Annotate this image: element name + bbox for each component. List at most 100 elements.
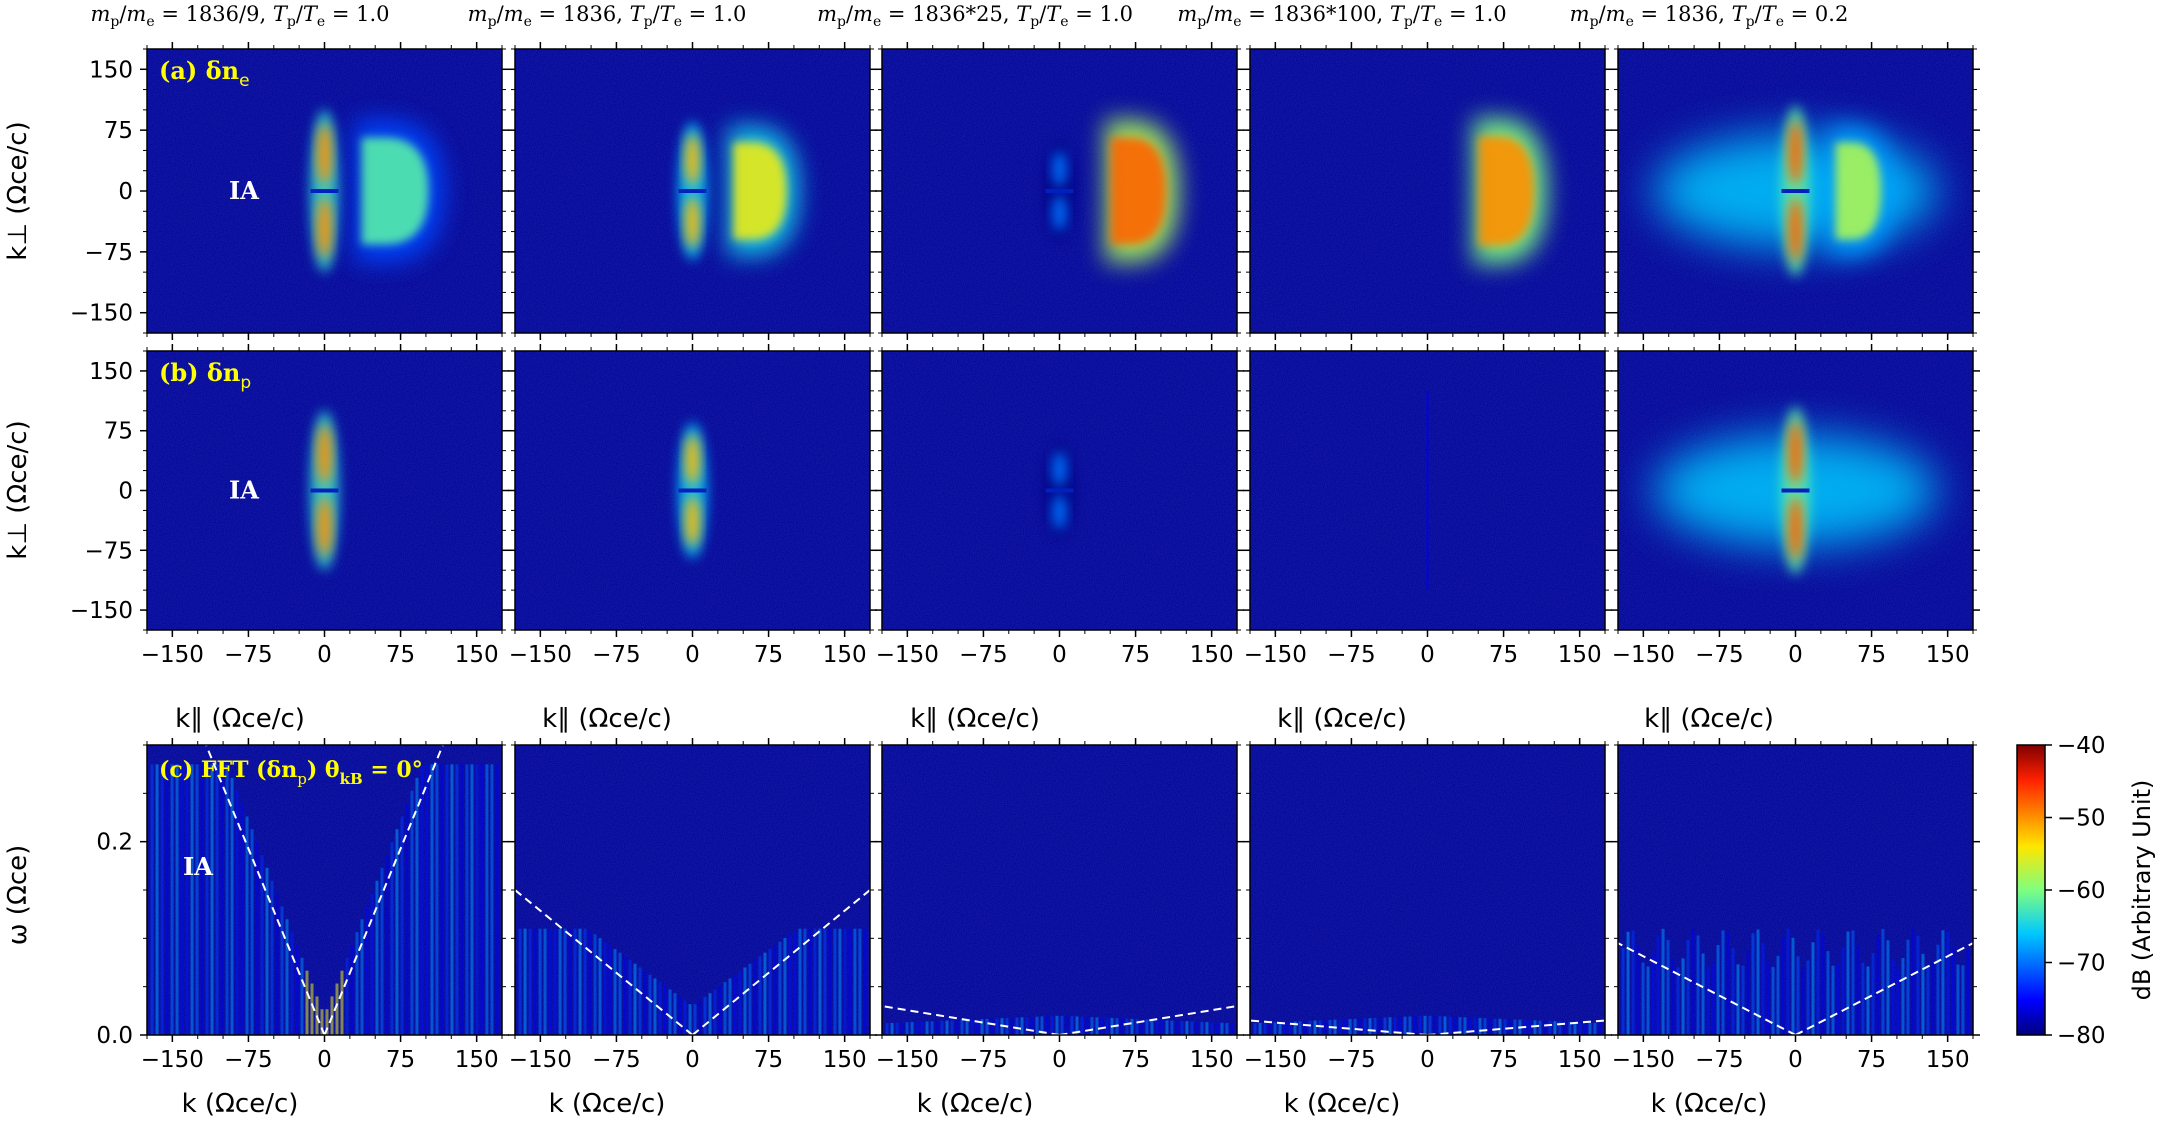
- streak: [1278, 1022, 1282, 1035]
- x-tick-label: −75: [592, 1047, 641, 1073]
- streak: [588, 930, 592, 1035]
- streak: [1210, 1022, 1214, 1035]
- column-header-2: mp/me = 1836, Tp/Te = 1.0: [467, 2, 747, 31]
- streak: [693, 1004, 697, 1035]
- streak: [1443, 1016, 1447, 1035]
- streak: [1846, 931, 1850, 1035]
- spectral-streaks: [150, 764, 499, 1035]
- streak: [1383, 1017, 1387, 1035]
- streak: [1085, 1016, 1089, 1035]
- streak: [1298, 1021, 1302, 1035]
- column-header-5: mp/me = 1836, Tp/Te = 0.2: [1569, 2, 1849, 31]
- streak: [1215, 1022, 1219, 1035]
- x-tick-label: 150: [1558, 642, 1602, 668]
- streak: [1225, 1022, 1229, 1035]
- streak: [603, 941, 607, 1035]
- streak: [1273, 1022, 1277, 1035]
- streak: [1105, 1017, 1109, 1035]
- streak: [1308, 1020, 1312, 1035]
- streak: [1721, 930, 1725, 1035]
- band-core-lower: [1788, 196, 1803, 262]
- y-tick-label: 0.2: [96, 830, 133, 856]
- y-tick-label: 0.0: [96, 1023, 133, 1049]
- streak: [623, 956, 627, 1035]
- streak: [1040, 1016, 1044, 1035]
- streak: [1503, 1019, 1507, 1035]
- panel-c5: −150 −75 0 75 150: [1611, 738, 1980, 1073]
- streak: [1861, 962, 1865, 1035]
- x-tick-label: 75: [754, 1047, 783, 1073]
- row-label-c: (c) FFT (δnp) θkB = 0°: [159, 757, 423, 788]
- band-core-lower: [1788, 496, 1803, 560]
- ticks: [875, 344, 1244, 637]
- streak: [523, 928, 527, 1035]
- x-tick-label: 0: [1788, 1047, 1803, 1073]
- streak: [1831, 965, 1835, 1035]
- x-tick-label: −75: [592, 642, 641, 668]
- band-null: [678, 488, 707, 493]
- x-tick-label: 75: [386, 1047, 415, 1073]
- band-core-upper: [317, 123, 332, 186]
- streak: [1588, 1022, 1592, 1035]
- x-tick-label: 75: [1121, 642, 1150, 668]
- streak: [558, 928, 562, 1035]
- streak: [1483, 1018, 1487, 1035]
- streak: [405, 803, 409, 1035]
- streak: [195, 764, 199, 1035]
- streak: [1393, 1017, 1397, 1035]
- panel-a1: 150 75 0 −75 −150 (a) δne IA: [70, 42, 509, 340]
- streak: [490, 764, 494, 1035]
- streak: [905, 1022, 909, 1035]
- x-tick-label: −150: [1612, 642, 1675, 668]
- streak: [1876, 935, 1880, 1035]
- streak: [688, 1004, 692, 1035]
- colorbar-tick-label: −60: [2057, 878, 2106, 904]
- x-tick-label: 0: [1052, 1047, 1067, 1073]
- streak: [518, 928, 522, 1035]
- streak: [1686, 939, 1690, 1035]
- panel-a3: [875, 42, 1244, 340]
- x-tick-label: 0: [1788, 642, 1803, 668]
- spectral-streaks: [518, 928, 867, 1035]
- streak: [1288, 1021, 1292, 1035]
- x-tick-label: −150: [141, 642, 204, 668]
- noise-texture: [1250, 745, 1605, 1035]
- streak: [783, 938, 787, 1035]
- band-core-upper: [685, 133, 700, 187]
- streak: [1791, 937, 1795, 1035]
- colorbar-scale: [2016, 744, 2046, 1036]
- streak: [1821, 933, 1825, 1035]
- streak: [1348, 1019, 1352, 1035]
- streak: [788, 934, 792, 1035]
- streak: [808, 928, 812, 1035]
- y-tick-label: 150: [89, 359, 133, 385]
- column-header-3: mp/me = 1836*25, Tp/Te = 1.0: [817, 2, 1133, 31]
- streak: [708, 993, 712, 1035]
- streak: [200, 764, 204, 1035]
- streak: [915, 1021, 919, 1035]
- streak: [1165, 1020, 1169, 1035]
- streak: [1796, 956, 1800, 1035]
- noise-texture: [515, 745, 870, 1035]
- streak: [1293, 1021, 1297, 1035]
- streak: [230, 777, 234, 1035]
- streak: [1220, 1022, 1224, 1035]
- streak: [1268, 1022, 1272, 1035]
- streak: [1065, 1015, 1069, 1035]
- streak: [1513, 1019, 1517, 1035]
- streak: [638, 967, 642, 1035]
- dispersion-line-right: [1059, 1005, 1237, 1035]
- streak: [1771, 967, 1775, 1035]
- column-header-4: mp/me = 1836*100, Tp/Te = 1.0: [1177, 2, 1507, 31]
- streak: [1671, 958, 1675, 1035]
- streak: [543, 928, 547, 1035]
- streak: [1150, 1019, 1154, 1035]
- x-tick-label: 0: [317, 642, 332, 668]
- streak: [1528, 1020, 1532, 1035]
- streak: [533, 928, 537, 1035]
- ticks: [875, 738, 1244, 1042]
- streak: [1035, 1016, 1039, 1035]
- streak: [1185, 1021, 1189, 1035]
- streak: [1598, 1023, 1602, 1035]
- x-tick-label: −75: [959, 1047, 1008, 1073]
